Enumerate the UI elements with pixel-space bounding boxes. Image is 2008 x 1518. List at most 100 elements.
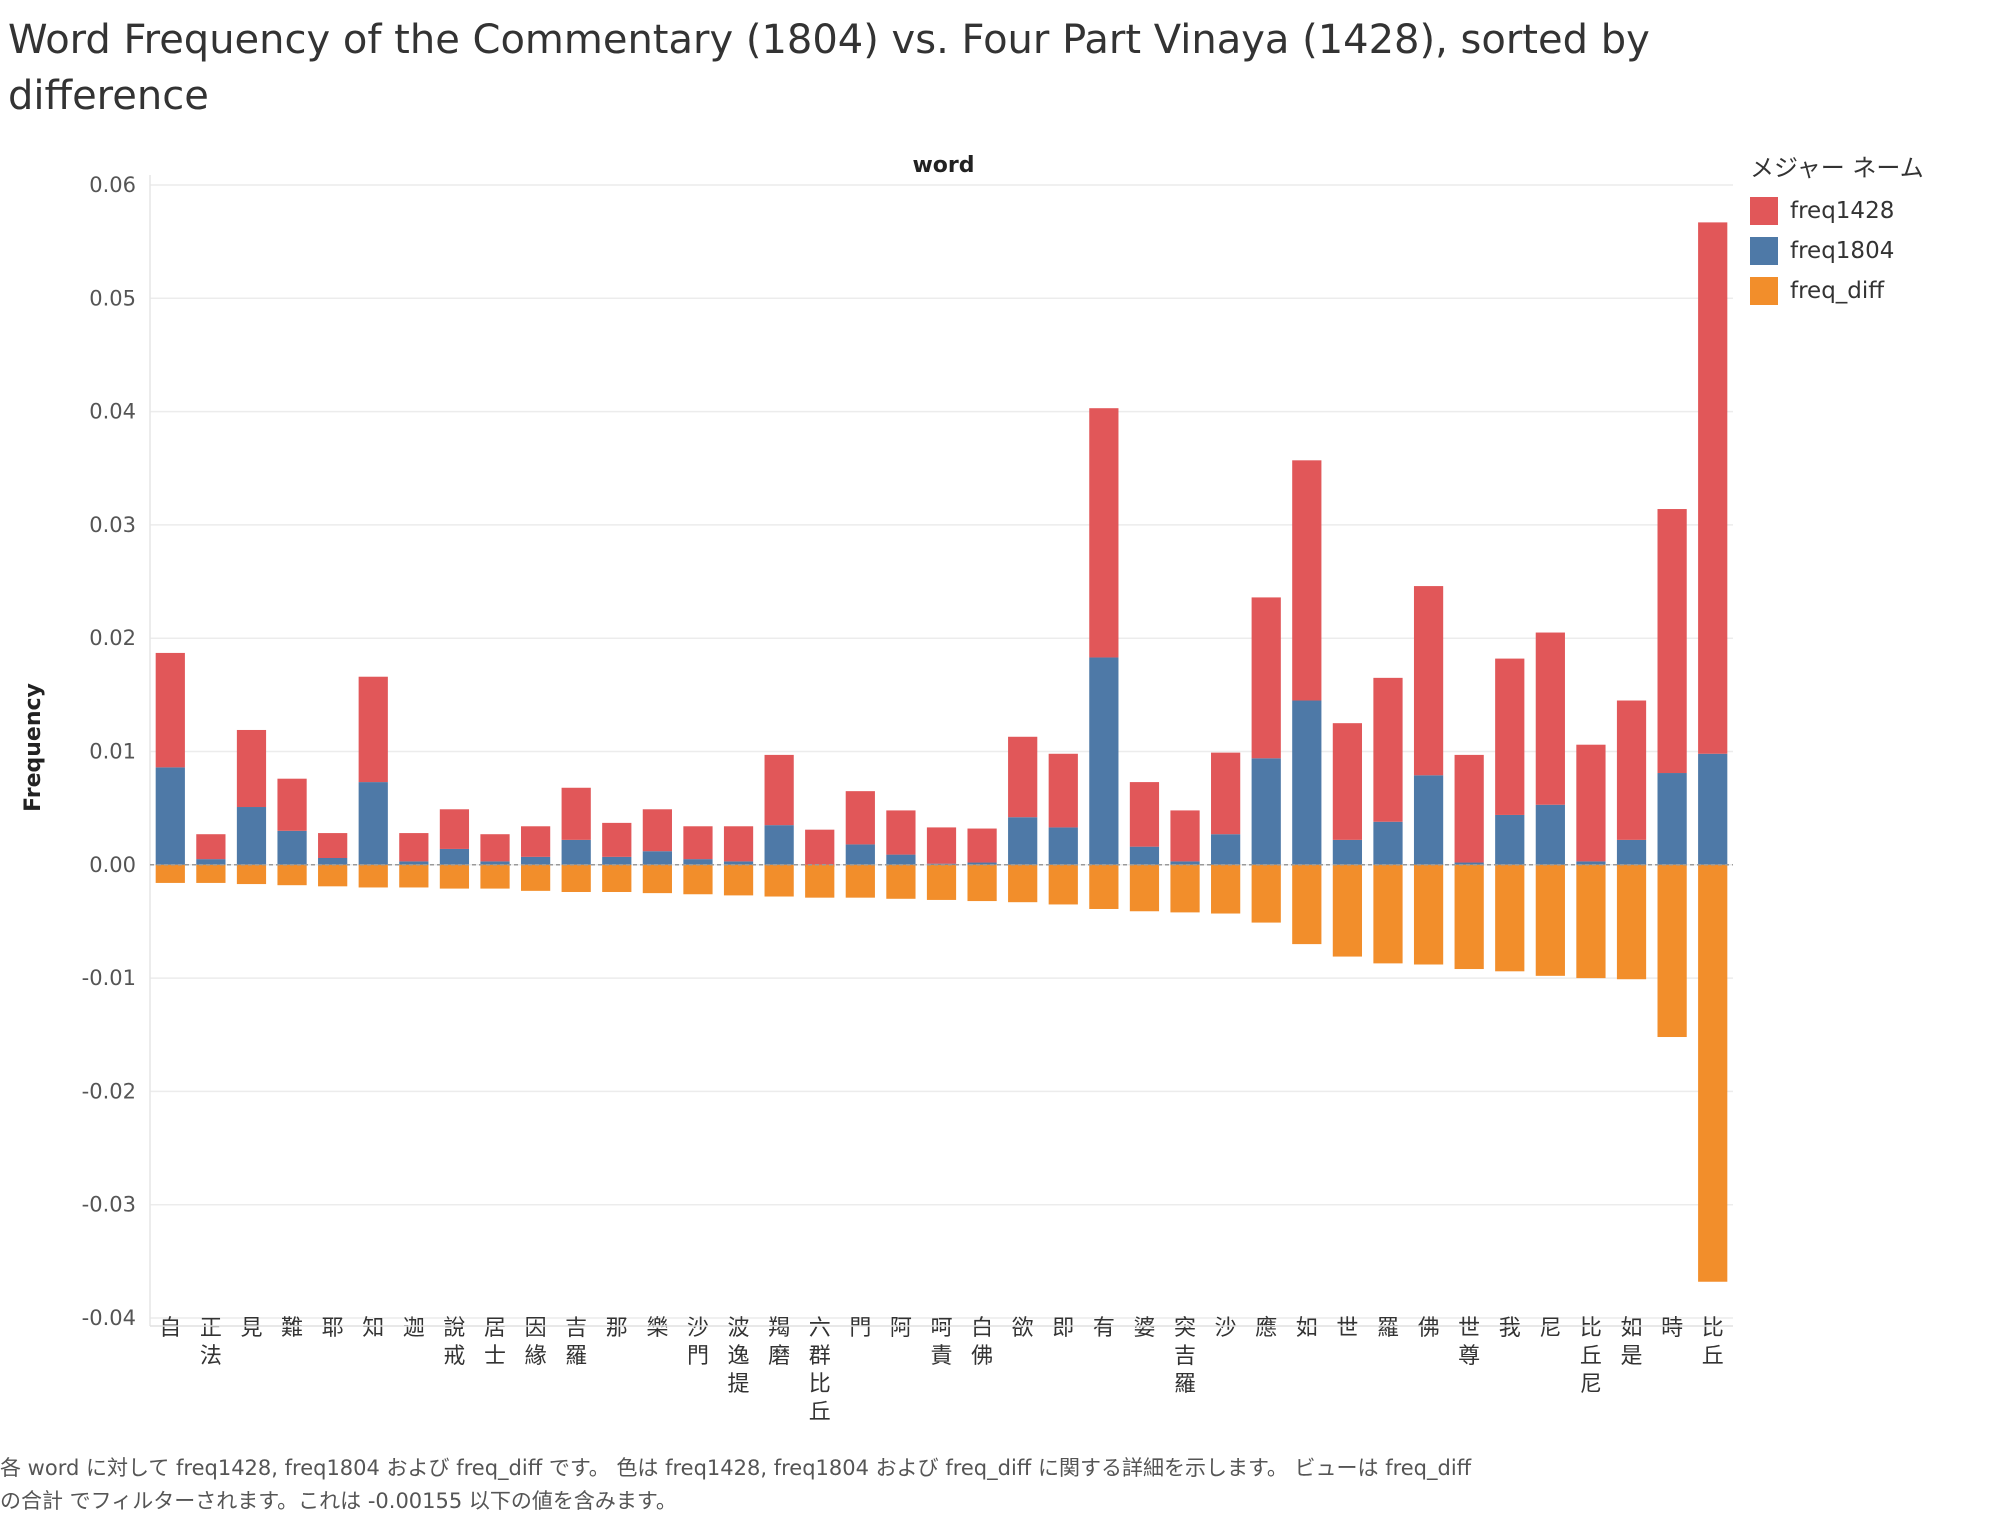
bar-freq1804[interactable] <box>602 856 632 865</box>
bar-freq1804[interactable] <box>358 782 388 865</box>
legend-item-freq1428[interactable]: freq1428 <box>1750 191 1924 231</box>
bar-freq1428[interactable] <box>439 809 470 849</box>
bar-freq-diff[interactable] <box>561 864 591 892</box>
bar-freq1428[interactable] <box>967 828 997 863</box>
bar-freq1804[interactable] <box>1292 700 1322 865</box>
bar-freq-diff[interactable] <box>1251 864 1281 923</box>
bar-freq-diff[interactable] <box>358 864 388 888</box>
bar-freq-diff[interactable] <box>155 864 185 883</box>
bar-freq1428[interactable] <box>886 810 916 855</box>
bar-freq1804[interactable] <box>1332 839 1363 865</box>
bar-freq1804[interactable] <box>318 858 348 865</box>
bar-freq1428[interactable] <box>1698 222 1728 754</box>
bar-freq1428[interactable] <box>1413 586 1444 776</box>
bar-freq-diff[interactable] <box>967 864 997 902</box>
bar-freq1804[interactable] <box>155 767 185 865</box>
bar-freq-diff[interactable] <box>399 864 429 888</box>
bar-freq1428[interactable] <box>480 834 510 862</box>
legend-item-freq1804[interactable]: freq1804 <box>1750 231 1924 271</box>
bar-freq-diff[interactable] <box>602 864 632 892</box>
bar-freq1428[interactable] <box>358 676 388 783</box>
bar-freq1428[interactable] <box>1495 658 1525 815</box>
bar-freq1428[interactable] <box>1576 744 1606 862</box>
bar-freq1804[interactable] <box>1616 839 1647 865</box>
bar-freq1804[interactable] <box>1535 804 1565 865</box>
bar-freq1804[interactable] <box>236 807 267 865</box>
bar-freq-diff[interactable] <box>764 864 794 897</box>
bar-freq-diff[interactable] <box>1170 864 1200 913</box>
bar-freq1804[interactable] <box>886 854 916 865</box>
bar-freq1804[interactable] <box>1008 817 1038 865</box>
bar-freq1428[interactable] <box>1657 509 1687 774</box>
bar-freq-diff[interactable] <box>1616 864 1647 980</box>
bar-freq-diff[interactable] <box>1089 864 1119 909</box>
bar-freq-diff[interactable] <box>683 864 713 895</box>
bar-freq1804[interactable] <box>1089 657 1119 865</box>
bar-freq-diff[interactable] <box>520 864 551 891</box>
bar-freq1428[interactable] <box>1170 810 1200 862</box>
bar-freq-diff[interactable] <box>1129 864 1160 912</box>
bar-freq1804[interactable] <box>845 844 875 865</box>
bar-freq1428[interactable] <box>1454 754 1484 863</box>
bar-freq1428[interactable] <box>1292 460 1322 701</box>
bar-freq-diff[interactable] <box>1008 864 1038 903</box>
bar-freq1804[interactable] <box>1129 846 1160 865</box>
bar-freq-diff[interactable] <box>236 864 267 885</box>
bar-freq1804[interactable] <box>196 859 226 865</box>
bar-freq-diff[interactable] <box>1373 864 1403 964</box>
bar-freq1428[interactable] <box>520 826 551 857</box>
bar-freq-diff[interactable] <box>1454 864 1484 970</box>
bar-freq-diff[interactable] <box>1698 864 1728 1282</box>
bar-freq1428[interactable] <box>723 826 754 862</box>
bar-freq1428[interactable] <box>1251 597 1281 759</box>
bar-freq1428[interactable] <box>1535 632 1565 805</box>
bar-freq-diff[interactable] <box>1495 864 1525 972</box>
bar-freq1804[interactable] <box>1211 834 1241 865</box>
bar-freq1804[interactable] <box>1170 861 1200 865</box>
bar-freq-diff[interactable] <box>886 864 916 899</box>
bar-freq-diff[interactable] <box>723 864 754 896</box>
bar-freq1428[interactable] <box>805 829 835 865</box>
bar-freq-diff[interactable] <box>1535 864 1565 976</box>
bar-freq1428[interactable] <box>1129 782 1160 847</box>
bar-freq1428[interactable] <box>602 822 632 857</box>
bar-freq-diff[interactable] <box>845 864 875 898</box>
bar-freq1804[interactable] <box>480 861 510 865</box>
bar-freq-diff[interactable] <box>318 864 348 887</box>
bar-freq-diff[interactable] <box>642 864 672 894</box>
bar-freq1428[interactable] <box>318 833 348 859</box>
bar-freq1428[interactable] <box>399 833 429 862</box>
bar-freq1804[interactable] <box>1657 773 1687 865</box>
bar-freq1804[interactable] <box>1454 862 1484 865</box>
bar-freq-diff[interactable] <box>805 864 835 898</box>
bar-freq1428[interactable] <box>561 787 591 840</box>
bar-freq1428[interactable] <box>1211 752 1241 835</box>
bar-freq1428[interactable] <box>1616 700 1647 840</box>
bar-freq-diff[interactable] <box>1211 864 1241 914</box>
bar-freq1804[interactable] <box>520 856 551 865</box>
bar-freq1804[interactable] <box>1413 775 1444 865</box>
bar-freq1804[interactable] <box>1373 821 1403 865</box>
bar-freq1428[interactable] <box>1008 736 1038 818</box>
bar-freq1804[interactable] <box>439 848 470 865</box>
bar-freq1428[interactable] <box>155 652 185 768</box>
bar-freq1804[interactable] <box>1576 861 1606 865</box>
bar-freq1428[interactable] <box>926 827 957 864</box>
bar-freq1804[interactable] <box>683 859 713 865</box>
bar-freq-diff[interactable] <box>1332 864 1363 957</box>
bar-freq1428[interactable] <box>642 809 672 852</box>
bar-freq1428[interactable] <box>196 834 226 860</box>
bar-freq-diff[interactable] <box>1576 864 1606 979</box>
bar-freq1804[interactable] <box>1698 753 1728 865</box>
bar-freq1804[interactable] <box>764 825 794 865</box>
bar-freq1804[interactable] <box>723 861 754 865</box>
bar-freq1428[interactable] <box>1048 753 1078 828</box>
bar-freq-diff[interactable] <box>1413 864 1444 965</box>
bar-freq-diff[interactable] <box>480 864 510 889</box>
bar-freq1804[interactable] <box>1048 827 1078 865</box>
bar-freq-diff[interactable] <box>1292 864 1322 945</box>
bar-freq-diff[interactable] <box>277 864 307 886</box>
bar-freq1804[interactable] <box>642 851 672 865</box>
bar-freq1428[interactable] <box>236 729 267 808</box>
bar-freq-diff[interactable] <box>1657 864 1687 1038</box>
